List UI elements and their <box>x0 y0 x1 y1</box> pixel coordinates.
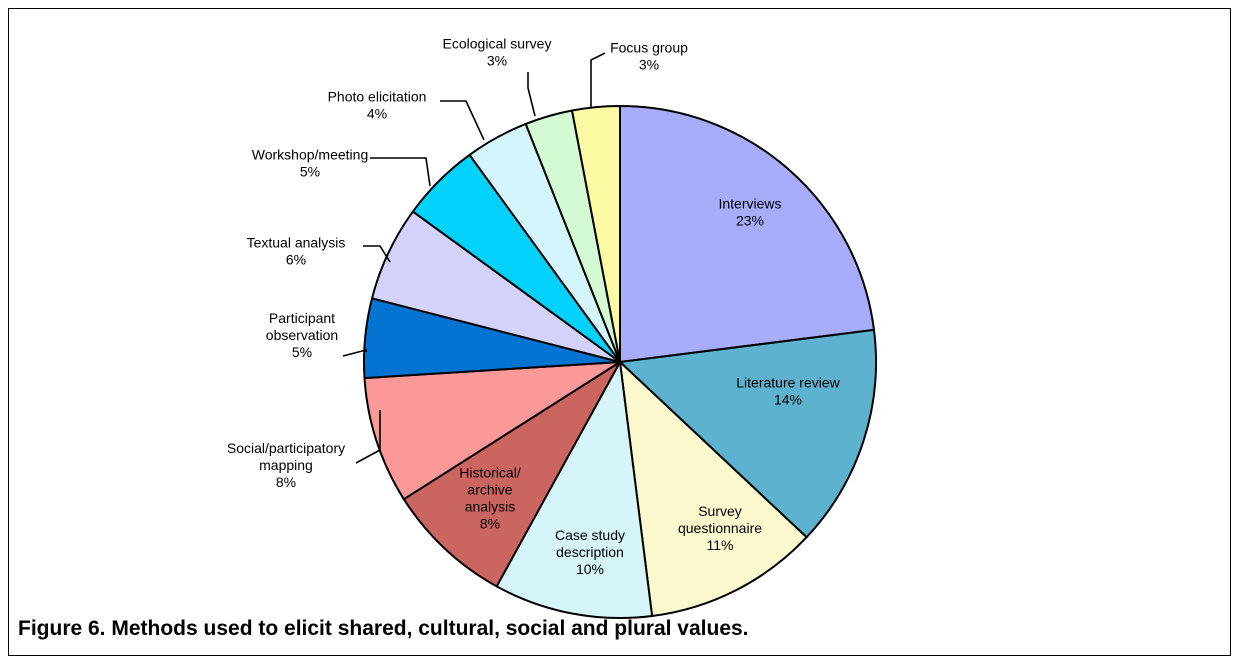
leader-line <box>342 348 367 357</box>
leader-line <box>370 157 431 187</box>
slice-label-line: Social/participatory <box>227 440 345 456</box>
slice-label-line: Literature review <box>736 375 840 391</box>
slice-label-line: 14% <box>774 392 802 408</box>
slice-label-line: 11% <box>707 537 734 553</box>
slice-label-line: Case study <box>555 527 625 543</box>
figure-caption: Figure 6. Methods used to elicit shared,… <box>18 617 749 640</box>
slice-label-line: analysis <box>465 499 516 515</box>
slice-label-line: Workshop/meeting <box>252 147 368 163</box>
leader-line <box>363 245 391 263</box>
leader-line <box>527 72 536 117</box>
leader-lines <box>342 52 606 464</box>
slice-label-line: observation <box>266 327 338 343</box>
pie-slice <box>363 361 621 501</box>
slice-label: Social/participatory mapping 8% <box>227 440 345 490</box>
leader-line <box>355 410 381 464</box>
leader-line <box>590 52 606 108</box>
slice-label-line: Historical/ <box>459 465 521 481</box>
slice-label-line: 5% <box>300 164 320 180</box>
slice-label-line: Interviews <box>718 196 781 212</box>
slice-label: Photo elicitation 4% <box>328 89 427 122</box>
slice-label: Focus group 3% <box>610 40 688 73</box>
leader-line <box>440 100 485 141</box>
slice-label-line: mapping <box>259 457 313 473</box>
slice-label-line: 10% <box>576 561 604 577</box>
slice-label-line: 8% <box>480 516 500 532</box>
slice-label: Workshop/meeting 5% <box>252 147 368 180</box>
slice-label-line: Participant <box>269 310 335 326</box>
slice-label: Ecological survey 3% <box>443 36 552 69</box>
slice-label: Survey questionnaire 11% <box>678 503 762 553</box>
slice-label: Participant observation 5% <box>266 310 338 360</box>
slice-label-line: Ecological survey <box>443 36 552 52</box>
slice-label: Historical/archive analysis 8% <box>459 465 521 532</box>
slice-label: Literature review 14% <box>736 375 840 408</box>
pie-slice <box>571 105 621 363</box>
slice-label-line: Textual analysis <box>247 235 346 251</box>
slice-label-line: 3% <box>639 57 659 73</box>
slice-label-line: 3% <box>487 53 507 69</box>
pie-slices <box>363 105 877 619</box>
pie-slice <box>402 361 621 588</box>
slice-label-line: 23% <box>736 213 764 229</box>
slice-label-line: archive <box>467 482 512 498</box>
slice-label-line: Focus group <box>610 40 688 56</box>
slice-label-line: Photo elicitation <box>328 89 427 105</box>
slice-label: Textual analysis 6% <box>247 235 346 268</box>
pie-slice <box>619 361 808 617</box>
slice-label-line: questionnaire <box>678 520 762 536</box>
slice-label-line: 8% <box>276 474 296 490</box>
slice-label-line: description <box>556 544 624 560</box>
slice-labels: Interviews 23% Literature review 14% Survey q… <box>227 36 841 578</box>
slice-label: Interviews 23% <box>718 196 781 229</box>
pie-slice <box>619 105 875 363</box>
slice-label: Case study description 10% <box>555 527 625 577</box>
slice-label-line: Survey <box>698 503 742 519</box>
pie-slice <box>495 361 654 619</box>
slice-label-line: 5% <box>292 344 312 360</box>
pie-slice <box>619 328 877 539</box>
slice-label-line: 6% <box>286 252 306 268</box>
slice-label-line: 4% <box>367 106 387 122</box>
